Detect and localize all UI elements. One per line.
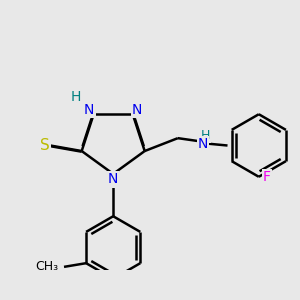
Text: H: H bbox=[70, 90, 80, 104]
Text: N: N bbox=[198, 137, 208, 151]
Text: S: S bbox=[40, 138, 50, 153]
Text: CH₃: CH₃ bbox=[35, 260, 58, 273]
Text: F: F bbox=[263, 170, 271, 184]
Text: H: H bbox=[201, 129, 210, 142]
Text: N: N bbox=[108, 172, 119, 186]
Text: N: N bbox=[84, 103, 94, 117]
Text: N: N bbox=[132, 103, 142, 117]
